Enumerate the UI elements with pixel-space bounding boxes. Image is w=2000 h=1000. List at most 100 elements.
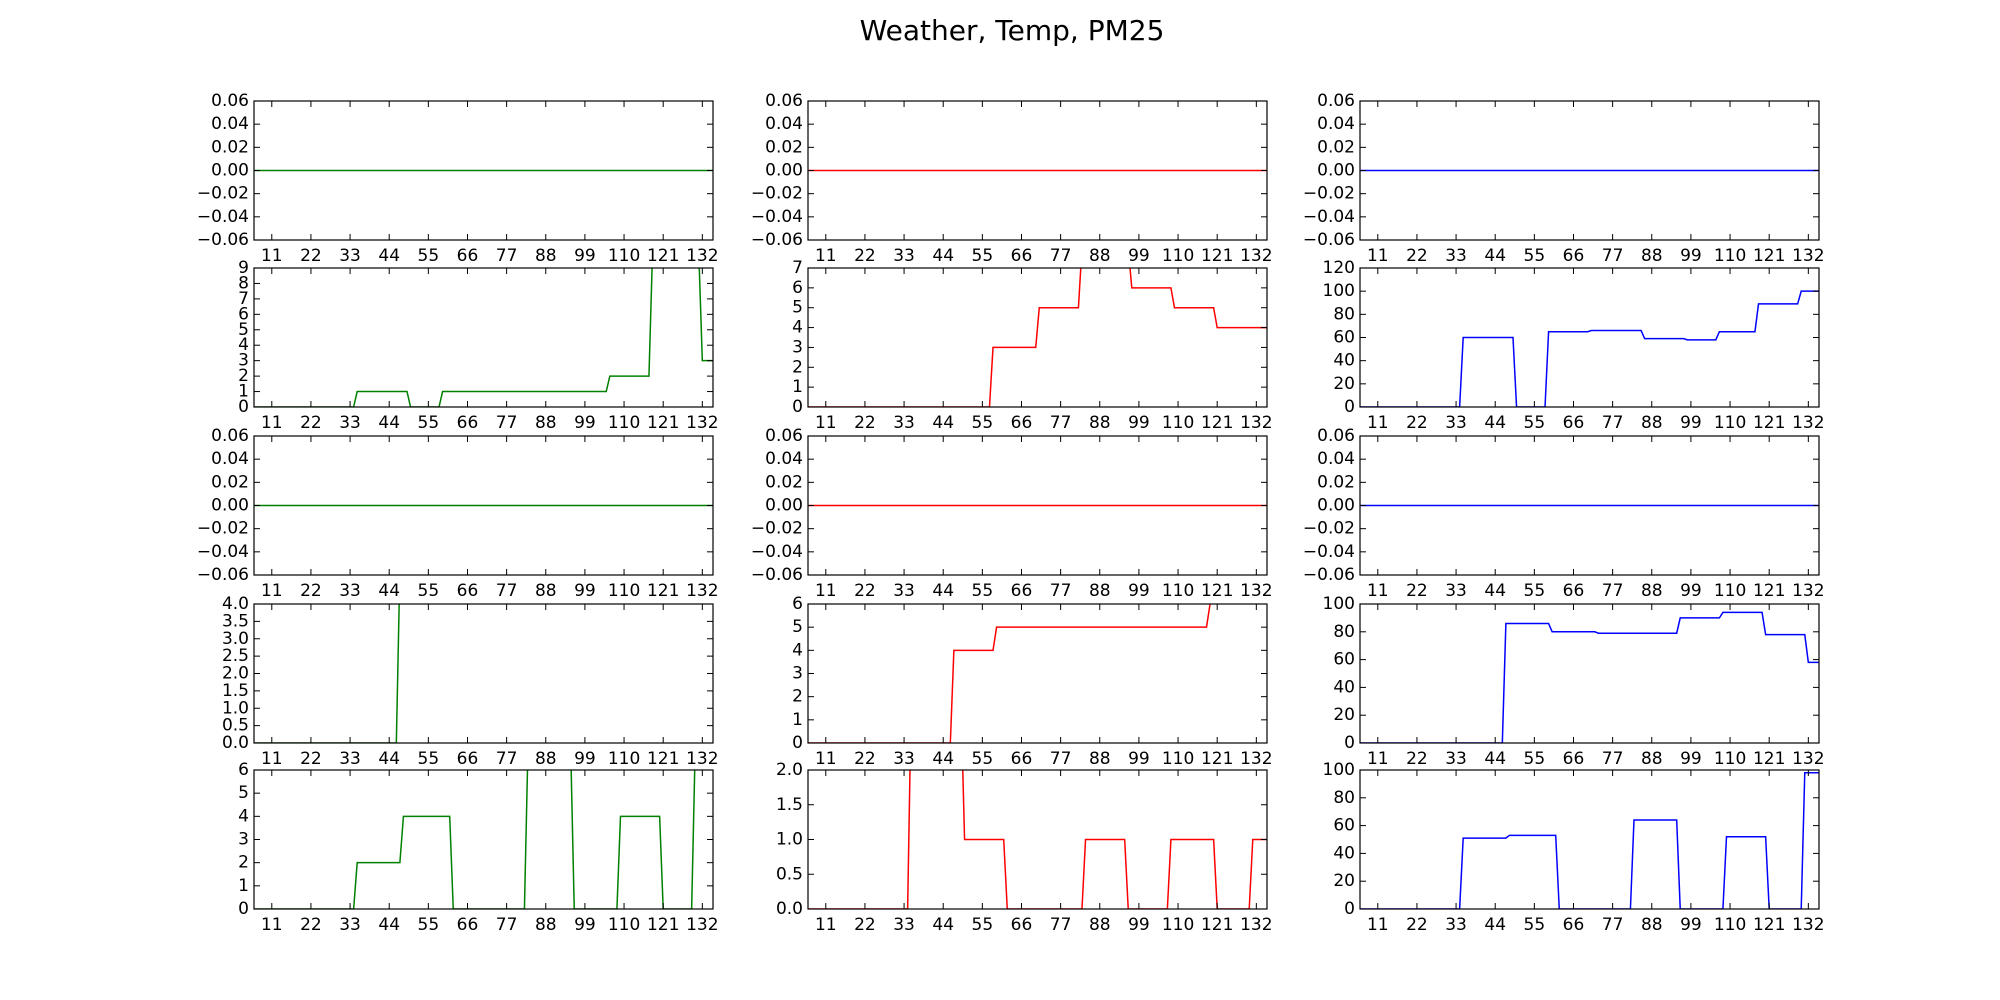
x-tick-label: 55 xyxy=(418,413,440,433)
axes-frame xyxy=(1359,769,1820,910)
x-tick-label: 88 xyxy=(1089,413,1111,433)
y-tick-label: 0.00 xyxy=(765,161,803,181)
data-line xyxy=(1360,611,1819,743)
x-tick-label: 99 xyxy=(1680,581,1702,601)
x-tick-label: 11 xyxy=(261,915,283,935)
y-tick-label: 7 xyxy=(792,258,803,278)
y-tick-label: −0.04 xyxy=(751,542,803,562)
y-tick-label: 80 xyxy=(1333,788,1355,808)
x-tick-label: 110 xyxy=(1714,749,1746,769)
y-tick-label: 0.00 xyxy=(1317,496,1355,516)
x-tick-label: 88 xyxy=(535,915,557,935)
subplot: 0.06 0.04 0.02 0.00 −0.02 −0.04 −0.06 11 22 33 44 5… xyxy=(751,426,1273,601)
y-tick-label: 20 xyxy=(1333,871,1355,891)
x-tick-label: 110 xyxy=(1714,915,1746,935)
y-tick-label: 40 xyxy=(1333,677,1355,697)
axes-frame xyxy=(807,603,1268,744)
x-tick-label: 66 xyxy=(1563,915,1585,935)
y-tick-label: −0.06 xyxy=(751,565,803,585)
y-tick-label: 9 xyxy=(238,258,249,278)
x-tick-label: 11 xyxy=(1367,246,1389,266)
x-tick-label: 132 xyxy=(1792,749,1824,769)
x-tick-label: 33 xyxy=(893,749,915,769)
x-tick-label: 66 xyxy=(1011,246,1033,266)
y-tick-label: 0 xyxy=(1344,397,1355,417)
y-tick-label: 0 xyxy=(238,397,249,417)
axes-frame xyxy=(807,435,1268,576)
x-tick-label: 33 xyxy=(339,413,361,433)
x-tick-label: 77 xyxy=(496,413,518,433)
x-tick-label: 99 xyxy=(574,246,596,266)
y-tick-label: 0.00 xyxy=(211,161,249,181)
x-tick-label: 110 xyxy=(1162,246,1194,266)
y-tick-label: 0.5 xyxy=(776,864,803,884)
x-tick-label: 110 xyxy=(1714,413,1746,433)
axes-frame xyxy=(253,435,714,576)
x-tick-label: 66 xyxy=(1563,246,1585,266)
x-tick-label: 121 xyxy=(647,581,679,601)
subplot: 0.06 0.04 0.02 0.00 −0.02 −0.04 −0.06 11 22 33 44 5… xyxy=(1303,426,1825,601)
x-tick-label: 77 xyxy=(1602,413,1624,433)
y-tick-label: 60 xyxy=(1333,328,1355,348)
y-tick-label: 0.02 xyxy=(211,472,249,492)
x-tick-label: 66 xyxy=(1563,413,1585,433)
y-tick-label: 0.06 xyxy=(1317,91,1355,111)
x-tick-label: 44 xyxy=(378,581,400,601)
y-tick-label: 0 xyxy=(792,733,803,753)
x-tick-label: 110 xyxy=(608,413,640,433)
y-tick-label: 3 xyxy=(238,830,249,850)
x-tick-label: 88 xyxy=(535,581,557,601)
y-tick-label: 3 xyxy=(792,664,803,684)
y-tick-label: 0.04 xyxy=(765,114,803,134)
x-tick-label: 77 xyxy=(1050,413,1072,433)
x-tick-label: 121 xyxy=(1201,915,1233,935)
y-tick-label: 1 xyxy=(792,710,803,730)
x-tick-label: 121 xyxy=(647,749,679,769)
y-tick-label: −0.06 xyxy=(1303,230,1355,250)
y-tick-label: 20 xyxy=(1333,705,1355,725)
x-tick-label: 22 xyxy=(1406,246,1428,266)
x-tick-label: 55 xyxy=(1524,915,1546,935)
x-tick-label: 99 xyxy=(1680,413,1702,433)
x-tick-label: 77 xyxy=(1602,246,1624,266)
x-tick-label: 55 xyxy=(418,915,440,935)
y-tick-label: 0 xyxy=(1344,733,1355,753)
x-tick-label: 88 xyxy=(1641,413,1663,433)
x-tick-label: 55 xyxy=(972,413,994,433)
y-tick-label: 2.0 xyxy=(222,664,249,684)
x-tick-label: 88 xyxy=(1089,749,1111,769)
x-tick-label: 132 xyxy=(686,581,718,601)
axes-frame xyxy=(253,100,714,241)
y-tick-label: 6 xyxy=(792,594,803,614)
x-tick-label: 121 xyxy=(1201,749,1233,769)
x-tick-label: 99 xyxy=(1680,749,1702,769)
x-tick-label: 88 xyxy=(1641,749,1663,769)
x-tick-label: 22 xyxy=(300,581,322,601)
y-tick-label: 5 xyxy=(792,298,803,318)
y-tick-label: −0.06 xyxy=(751,230,803,250)
y-tick-label: 7 xyxy=(238,289,249,309)
y-tick-label: 5 xyxy=(238,320,249,340)
x-tick-label: 11 xyxy=(261,246,283,266)
x-tick-label: 77 xyxy=(496,581,518,601)
x-tick-label: 132 xyxy=(1792,915,1824,935)
y-tick-label: −0.04 xyxy=(1303,207,1355,227)
y-tick-label: 100 xyxy=(1323,594,1355,614)
x-tick-label: 55 xyxy=(1524,749,1546,769)
x-tick-label: 99 xyxy=(574,581,596,601)
y-tick-label: −0.04 xyxy=(751,207,803,227)
subplot: 0 20 40 60 80 100 11 22 33 44 55 66 77 88 99 110 121 132 xyxy=(1323,594,1825,769)
x-tick-label: 11 xyxy=(815,581,837,601)
x-tick-label: 132 xyxy=(1240,915,1272,935)
y-tick-label: 1.0 xyxy=(776,830,803,850)
x-tick-label: 44 xyxy=(932,749,954,769)
x-tick-label: 33 xyxy=(1445,581,1467,601)
x-tick-label: 88 xyxy=(1089,246,1111,266)
x-tick-label: 77 xyxy=(1050,581,1072,601)
x-tick-label: 33 xyxy=(1445,749,1467,769)
y-tick-label: 0.00 xyxy=(765,496,803,516)
x-tick-label: 66 xyxy=(1011,581,1033,601)
x-tick-label: 33 xyxy=(339,749,361,769)
x-tick-label: 22 xyxy=(854,413,876,433)
x-tick-label: 99 xyxy=(1128,749,1150,769)
